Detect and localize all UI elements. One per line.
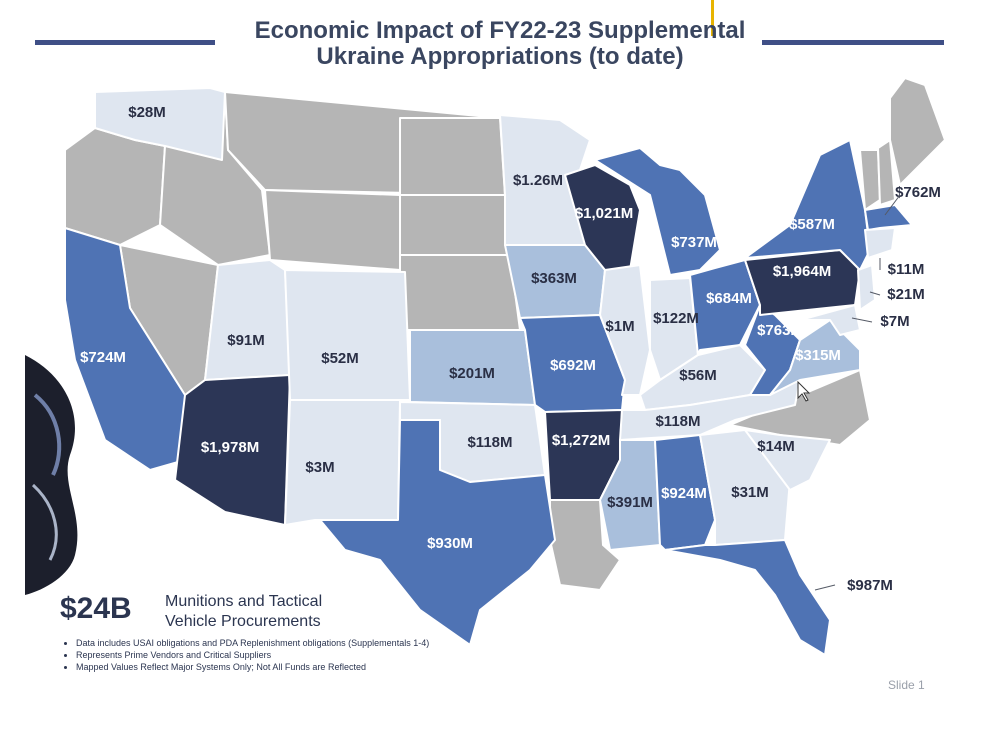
value-ca: $724M [80,349,126,366]
value-wi: $1,021M [575,205,633,222]
footnote-item: Represents Prime Vendors and Critical Su… [76,649,496,661]
value-nj: $21M [887,286,925,303]
value-ks: $201M [449,365,495,382]
state-pa [744,249,861,316]
decorative-figure-graphic [25,355,78,595]
state-ny [744,139,871,271]
value-ut: $91M [227,332,265,349]
total-amount: $24B [60,592,132,625]
title-line-2: Ukraine Appropriations (to date) [316,43,684,70]
state-ca [64,227,186,471]
state-sc [744,429,831,491]
value-md: $7M [880,313,909,330]
value-pa: $1,964M [773,263,831,280]
state-nd [399,117,506,196]
value-ma: $762M [895,184,941,201]
value-ga: $31M [731,484,769,501]
state-nm [284,399,401,526]
value-il: $1M [605,318,634,335]
state-ut [204,259,291,381]
value-al: $924M [661,485,707,502]
total-description: Munitions and Tactical Vehicle Procureme… [165,592,365,632]
state-ne [399,254,521,331]
leader-nj [869,291,881,296]
state-me [889,77,946,186]
value-tx: $930M [427,535,473,552]
state-tx [319,419,556,646]
value-wa: $28M [128,104,166,121]
title-rule-left [35,40,215,45]
state-ma [864,204,913,231]
value-ny: $587M [789,216,835,233]
title-line-1: Economic Impact of FY22-23 Supplemental [254,17,746,44]
footnotes-list: Data includes USAI obligations and PDA R… [62,637,496,673]
value-ky: $56M [679,367,717,384]
state-il [599,264,651,396]
state-co [284,269,411,401]
total-description-line-2: Vehicle Procurements [165,613,321,630]
value-mn: $1.26M [513,172,563,189]
value-tn: $118M [655,413,700,430]
leader-md [851,317,873,323]
value-mi: $737M [671,234,717,251]
value-wv: $763M [757,322,803,339]
leader-fl [814,584,836,591]
slide-title: Economic Impact of FY22-23 Supplemental … [200,18,800,70]
value-az: $1,978M [201,439,259,456]
mouse-pointer-icon [797,380,811,402]
state-mi [594,147,721,276]
value-fl: $987M [847,577,893,594]
state-or [64,127,166,246]
state-wy [264,189,401,271]
value-ct: $11M [888,261,925,278]
value-ok: $118M [467,434,512,451]
state-sd [399,194,511,256]
value-ms: $391M [607,494,653,511]
value-va: $315M [795,347,841,364]
value-oh: $684M [706,290,752,307]
slide-number: Slide 1 [888,678,925,692]
state-md [799,304,861,336]
value-ia: $363M [531,270,577,287]
value-ar: $1,272M [552,432,610,449]
footnote-item: Data includes USAI obligations and PDA R… [76,637,496,649]
state-nj [857,264,876,311]
value-sc: $14M [757,438,795,455]
state-ct [864,227,896,259]
total-description-line-1: Munitions and Tactical [165,593,323,610]
title-rule-right [762,40,944,45]
footnote-item: Mapped Values Reflect Major Systems Only… [76,661,496,673]
value-in: $122M [653,310,699,327]
value-nm: $3M [305,459,334,476]
state-wa [94,87,226,161]
leader-lines [814,194,901,591]
leader-ma [884,194,901,216]
state-wi [564,164,641,271]
value-mo: $692M [550,357,596,374]
state-nh [877,139,896,206]
text-cursor-marker [711,0,714,36]
state-va [769,319,861,396]
value-co: $52M [321,350,359,367]
state-fl [664,539,831,656]
